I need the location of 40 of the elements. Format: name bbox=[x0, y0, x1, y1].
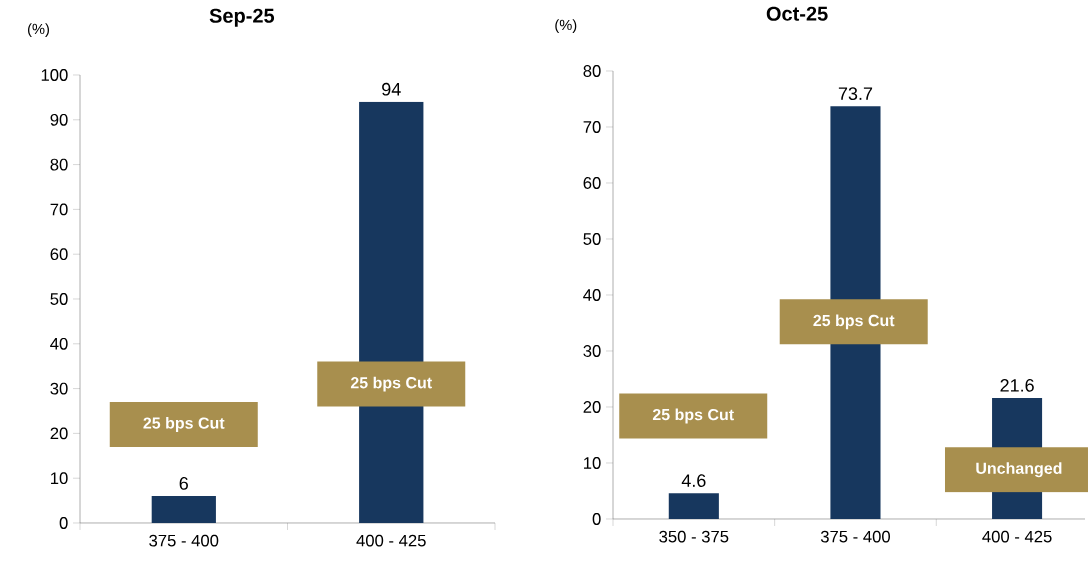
y-tick-label: 60 bbox=[50, 248, 68, 261]
y-tick-label: 10 bbox=[584, 457, 601, 469]
bar bbox=[668, 493, 719, 519]
annotation: 25 bps Cut bbox=[143, 416, 225, 432]
y-tick-label: 0 bbox=[59, 517, 68, 529]
data-label: 94 bbox=[382, 82, 401, 96]
annotation: Unchanged bbox=[976, 462, 1062, 478]
data-label: 73.7 bbox=[838, 87, 873, 100]
y-tick-label: 0 bbox=[592, 513, 601, 525]
y-tick-label: 70 bbox=[583, 121, 601, 133]
x-tick-label: 375 - 400 bbox=[149, 534, 219, 547]
y-tick-label: 80 bbox=[50, 158, 68, 171]
chart-title: Sep-25 bbox=[209, 8, 275, 27]
y-tick-label: 50 bbox=[50, 293, 68, 305]
y-tick-label: 100 bbox=[41, 69, 68, 81]
data-label: 4.6 bbox=[681, 474, 706, 487]
annotation: 25 bps Cut bbox=[350, 376, 432, 392]
y-tick-label: 70 bbox=[50, 203, 68, 216]
y-tick-label: 30 bbox=[50, 382, 68, 395]
y-tick-label: 40 bbox=[50, 337, 68, 350]
y-tick-label: 10 bbox=[51, 472, 68, 485]
x-tick-label: 400 - 425 bbox=[982, 530, 1052, 543]
y-tick-label: 50 bbox=[583, 233, 601, 245]
x-tick-label: 350 - 375 bbox=[659, 530, 729, 543]
y-tick-label: 20 bbox=[50, 427, 68, 440]
annotation: 25 bps Cut bbox=[813, 314, 895, 330]
annotation: 25 bps Cut bbox=[652, 408, 734, 424]
y-tick-label: 90 bbox=[50, 113, 68, 126]
y-axis-title: (%) bbox=[555, 19, 577, 34]
y-axis-title: (%) bbox=[28, 23, 49, 38]
y-tick-label: 80 bbox=[583, 65, 601, 77]
data-label: 21.6 bbox=[1000, 379, 1034, 392]
x-tick-label: 375 - 400 bbox=[820, 530, 890, 543]
y-tick-label: 60 bbox=[583, 177, 601, 189]
y-tick-label: 40 bbox=[583, 289, 601, 301]
y-tick-label: 20 bbox=[583, 401, 601, 413]
data-label: 6 bbox=[179, 477, 188, 490]
chart-title: Oct-25 bbox=[766, 6, 828, 21]
y-tick-label: 30 bbox=[583, 345, 601, 357]
x-tick-label: 400 - 425 bbox=[356, 534, 426, 547]
